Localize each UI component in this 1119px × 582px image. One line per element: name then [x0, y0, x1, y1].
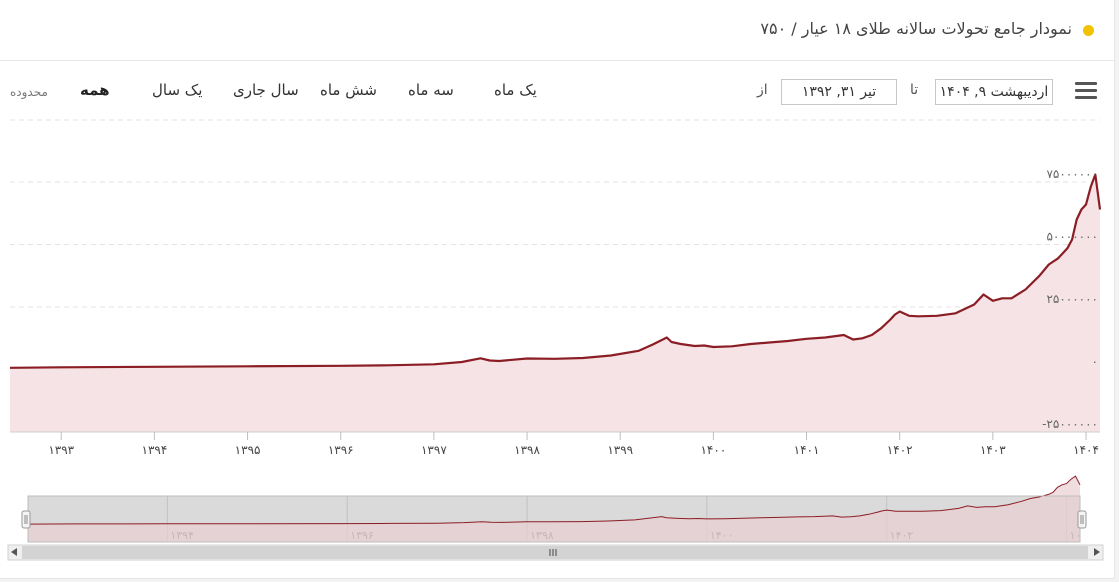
- range-button-three-months[interactable]: سه ماه: [408, 81, 454, 99]
- navigator-tick-label: ۱۳۹۶: [350, 529, 374, 542]
- navigator-tick-label: ۱۰: [1070, 529, 1082, 542]
- title-bullet-dot: [1083, 25, 1094, 36]
- chart-title: نمودار جامع تحولات سالانه طلای ۱۸ عیار /…: [760, 19, 1072, 38]
- x-tick-label: ۱۴۰۲: [887, 443, 913, 457]
- navigator-line: [27, 475, 1081, 525]
- x-tick-label: ۱۳۹۶: [328, 443, 354, 457]
- x-tick-label: ۱۳۹۴: [142, 443, 168, 457]
- scrollbar-track: [7, 544, 1104, 561]
- x-tick-label: ۱۴۰۳: [980, 443, 1006, 457]
- from-date-input[interactable]: تیر ۳۱, ۱۳۹۲: [781, 79, 897, 105]
- navigator-background: [28, 496, 1080, 542]
- main-chart: ۷۵۰۰۰۰۰۰ ۵۰۰۰۰۰۰۰ ۲۵۰۰۰۰۰۰ ۰ -۲۵۰۰۰۰۰۰ ۱۳۹۳ ۱۳…: [9, 119, 1102, 457]
- navigator-tick-label: ۱۴۰۰: [710, 529, 734, 542]
- x-tick-label: ۱۴۰۰: [700, 443, 726, 457]
- from-label: از: [757, 82, 768, 98]
- navigator-area: [28, 476, 1080, 542]
- range-button-one-year[interactable]: یک سال: [152, 81, 203, 99]
- y-tick-label: ۵۰۰۰۰۰۰۰: [1046, 230, 1098, 244]
- y-tick-label: ۰: [1092, 355, 1098, 369]
- range-caption: محدوده: [10, 85, 48, 99]
- navigator-frame: [27, 495, 1081, 543]
- range-button-current-year[interactable]: سال جاری: [233, 81, 299, 99]
- series-area: [10, 174, 1100, 432]
- y-tick-label: ۲۵۰۰۰۰۰۰: [1046, 292, 1098, 306]
- x-tick-label: ۱۳۹۹: [607, 443, 633, 457]
- scroll-left-arrow-icon: [11, 548, 17, 556]
- x-tick-label: ۱۳۹۵: [235, 443, 261, 457]
- title-bar: نمودار جامع تحولات سالانه طلای ۱۸ عیار /…: [0, 0, 1114, 61]
- navigator-tick-label: ۱۳۹۸: [530, 529, 554, 542]
- to-label: تا: [910, 82, 919, 98]
- navigator-left-handle: [21, 510, 31, 529]
- x-tick-label: ۱۳۹۷: [421, 443, 447, 457]
- x-tick-label: ۱۳۹۸: [514, 443, 540, 457]
- scrollbar-thumb: [22, 546, 1088, 559]
- series-line: [9, 173, 1102, 369]
- range-button-six-months[interactable]: شش ماه: [320, 81, 377, 99]
- scroll-right-arrow-icon: [1094, 548, 1100, 556]
- navigator-tick-label: ۱۳۹۴: [170, 529, 194, 542]
- x-tick-label: ۱۳۹۳: [48, 443, 74, 457]
- range-button-all[interactable]: همه: [80, 81, 110, 99]
- x-tick-label: ۱۴۰۴: [1073, 443, 1099, 457]
- range-button-one-month[interactable]: یک ماه: [494, 81, 537, 99]
- navigator-tick-label: ۱۴۰۲: [890, 529, 914, 542]
- navigator-right-handle: [1077, 510, 1087, 529]
- y-tick-label: -۲۵۰۰۰۰۰۰: [1042, 417, 1098, 431]
- x-tick-label: ۱۴۰۱: [794, 443, 820, 457]
- y-tick-label: ۷۵۰۰۰۰۰۰: [1046, 167, 1098, 181]
- hamburger-menu-icon[interactable]: [1075, 82, 1097, 102]
- to-date-input[interactable]: اردیبهشت ۹, ۱۴۰۴: [935, 79, 1053, 105]
